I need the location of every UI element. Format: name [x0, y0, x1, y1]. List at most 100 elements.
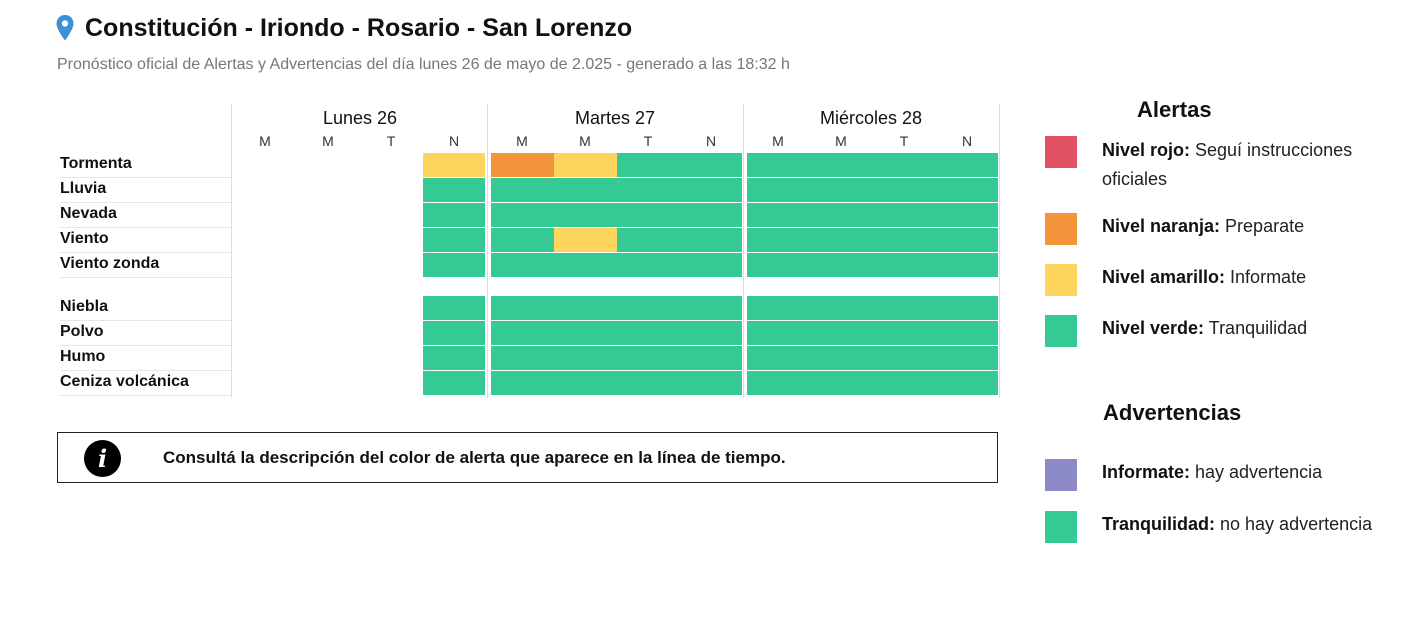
level-cell-verde[interactable]: [617, 228, 680, 252]
level-cell-verde[interactable]: [873, 296, 936, 320]
level-cell-verde[interactable]: [680, 371, 742, 395]
level-cell-amarillo[interactable]: [554, 228, 617, 252]
level-cell-verde[interactable]: [936, 346, 998, 370]
level-cell-verde[interactable]: [423, 178, 485, 202]
level-cell-verde[interactable]: [423, 203, 485, 227]
advertencias-legend-title: Advertencias: [1103, 400, 1242, 425]
level-cell-verde[interactable]: [617, 346, 680, 370]
slot-label: M: [259, 133, 271, 149]
level-cell-verde[interactable]: [554, 253, 617, 277]
level-cell-verde[interactable]: [423, 346, 485, 370]
level-cell-verde[interactable]: [554, 296, 617, 320]
level-cell-verde[interactable]: [936, 153, 998, 177]
level-cell-verde[interactable]: [747, 153, 810, 177]
level-cell-verde[interactable]: [491, 321, 554, 345]
level-cell-verde[interactable]: [554, 321, 617, 345]
info-icon: i: [84, 440, 121, 477]
level-cell-verde[interactable]: [936, 178, 998, 202]
level-cell-verde[interactable]: [873, 253, 936, 277]
level-cell-verde[interactable]: [810, 371, 873, 395]
level-cell-verde[interactable]: [810, 203, 873, 227]
legend-item-description: no hay advertencia: [1215, 514, 1373, 534]
level-cell-verde[interactable]: [617, 321, 680, 345]
day-header: Miércoles 28: [819, 108, 923, 128]
level-cell-verde[interactable]: [491, 203, 554, 227]
row-label: Lluvia: [60, 180, 107, 197]
level-cell-verde[interactable]: [491, 253, 554, 277]
level-cell-verde[interactable]: [423, 296, 485, 320]
level-cell-verde[interactable]: [491, 371, 554, 395]
level-cell-verde[interactable]: [617, 371, 680, 395]
level-cell-verde[interactable]: [873, 228, 936, 252]
level-cell-verde[interactable]: [747, 321, 810, 345]
level-cell-verde[interactable]: [936, 203, 998, 227]
level-cell-verde[interactable]: [617, 296, 680, 320]
level-cell-verde[interactable]: [680, 203, 742, 227]
slot-label: M: [322, 133, 334, 149]
level-cell-verde[interactable]: [873, 178, 936, 202]
legend-swatch-rojo: [1045, 136, 1077, 168]
level-cell-verde[interactable]: [747, 371, 810, 395]
level-cell-verde[interactable]: [491, 178, 554, 202]
level-cell-verde[interactable]: [810, 153, 873, 177]
level-cell-verde[interactable]: [747, 346, 810, 370]
level-cell-verde[interactable]: [873, 371, 936, 395]
level-cell-verde[interactable]: [873, 153, 936, 177]
level-cell-amarillo[interactable]: [554, 153, 617, 177]
level-cell-verde[interactable]: [554, 178, 617, 202]
level-cell-amarillo[interactable]: [423, 153, 485, 177]
level-cell-verde[interactable]: [554, 371, 617, 395]
row-label: Niebla: [60, 298, 109, 315]
level-cell-verde[interactable]: [810, 228, 873, 252]
level-cell-verde[interactable]: [423, 228, 485, 252]
level-cell-verde[interactable]: [491, 228, 554, 252]
legend-item-level: Nivel rojo:: [1102, 140, 1191, 160]
level-cell-verde[interactable]: [423, 371, 485, 395]
level-cell-verde[interactable]: [423, 321, 485, 345]
level-cell-verde[interactable]: [936, 321, 998, 345]
day-separator: [999, 104, 1000, 398]
level-cell-verde[interactable]: [680, 346, 742, 370]
level-cell-verde[interactable]: [617, 153, 680, 177]
day-separator: [487, 104, 488, 398]
level-cell-verde[interactable]: [680, 228, 742, 252]
level-cell-verde[interactable]: [680, 253, 742, 277]
level-cell-verde[interactable]: [554, 203, 617, 227]
level-cell-verde[interactable]: [491, 296, 554, 320]
slot-label: T: [386, 133, 396, 149]
slot-label: T: [643, 133, 653, 149]
level-cell-verde[interactable]: [936, 371, 998, 395]
level-cell-verde[interactable]: [680, 321, 742, 345]
level-cell-verde[interactable]: [423, 253, 485, 277]
level-cell-verde[interactable]: [680, 178, 742, 202]
level-cell-verde[interactable]: [810, 178, 873, 202]
level-cell-verde[interactable]: [747, 296, 810, 320]
legend-item-text: Informate: hay advertencia: [1102, 458, 1392, 487]
slot-label: N: [448, 133, 460, 149]
level-cell-verde[interactable]: [747, 253, 810, 277]
level-cell-verde[interactable]: [680, 153, 742, 177]
level-cell-verde[interactable]: [747, 228, 810, 252]
row-label: Ceniza volcánica: [60, 373, 189, 390]
level-cell-verde[interactable]: [810, 346, 873, 370]
level-cell-verde[interactable]: [747, 203, 810, 227]
level-cell-verde[interactable]: [936, 253, 998, 277]
level-cell-verde[interactable]: [617, 203, 680, 227]
level-cell-verde[interactable]: [680, 296, 742, 320]
level-cell-verde[interactable]: [873, 321, 936, 345]
level-cell-verde[interactable]: [747, 178, 810, 202]
level-cell-naranja[interactable]: [491, 153, 554, 177]
level-cell-verde[interactable]: [810, 296, 873, 320]
slot-label: N: [705, 133, 717, 149]
level-cell-verde[interactable]: [617, 253, 680, 277]
level-cell-verde[interactable]: [491, 346, 554, 370]
level-cell-verde[interactable]: [873, 346, 936, 370]
level-cell-verde[interactable]: [936, 228, 998, 252]
level-cell-verde[interactable]: [617, 178, 680, 202]
level-cell-verde[interactable]: [810, 253, 873, 277]
level-cell-verde[interactable]: [936, 296, 998, 320]
level-cell-verde[interactable]: [554, 346, 617, 370]
level-cell-verde[interactable]: [873, 203, 936, 227]
level-cell-verde[interactable]: [810, 321, 873, 345]
row-divider: [60, 227, 231, 228]
